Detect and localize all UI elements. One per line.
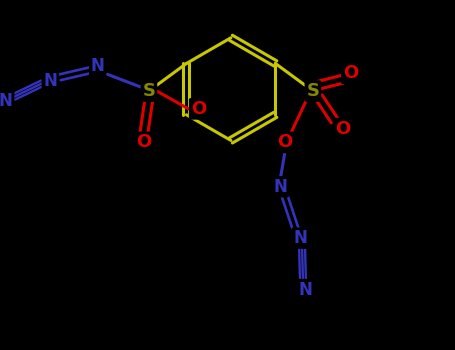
- Text: O: O: [278, 133, 293, 152]
- Text: O: O: [191, 100, 206, 118]
- Text: O: O: [343, 64, 358, 82]
- Text: S: S: [306, 82, 319, 100]
- Text: N: N: [293, 229, 307, 247]
- Text: O: O: [335, 120, 350, 138]
- Text: O: O: [136, 133, 152, 152]
- Text: N: N: [43, 72, 57, 90]
- Text: N: N: [273, 178, 287, 196]
- Text: N: N: [298, 280, 312, 299]
- Text: N: N: [0, 92, 13, 110]
- Text: N: N: [91, 57, 105, 75]
- Text: S: S: [142, 82, 156, 100]
